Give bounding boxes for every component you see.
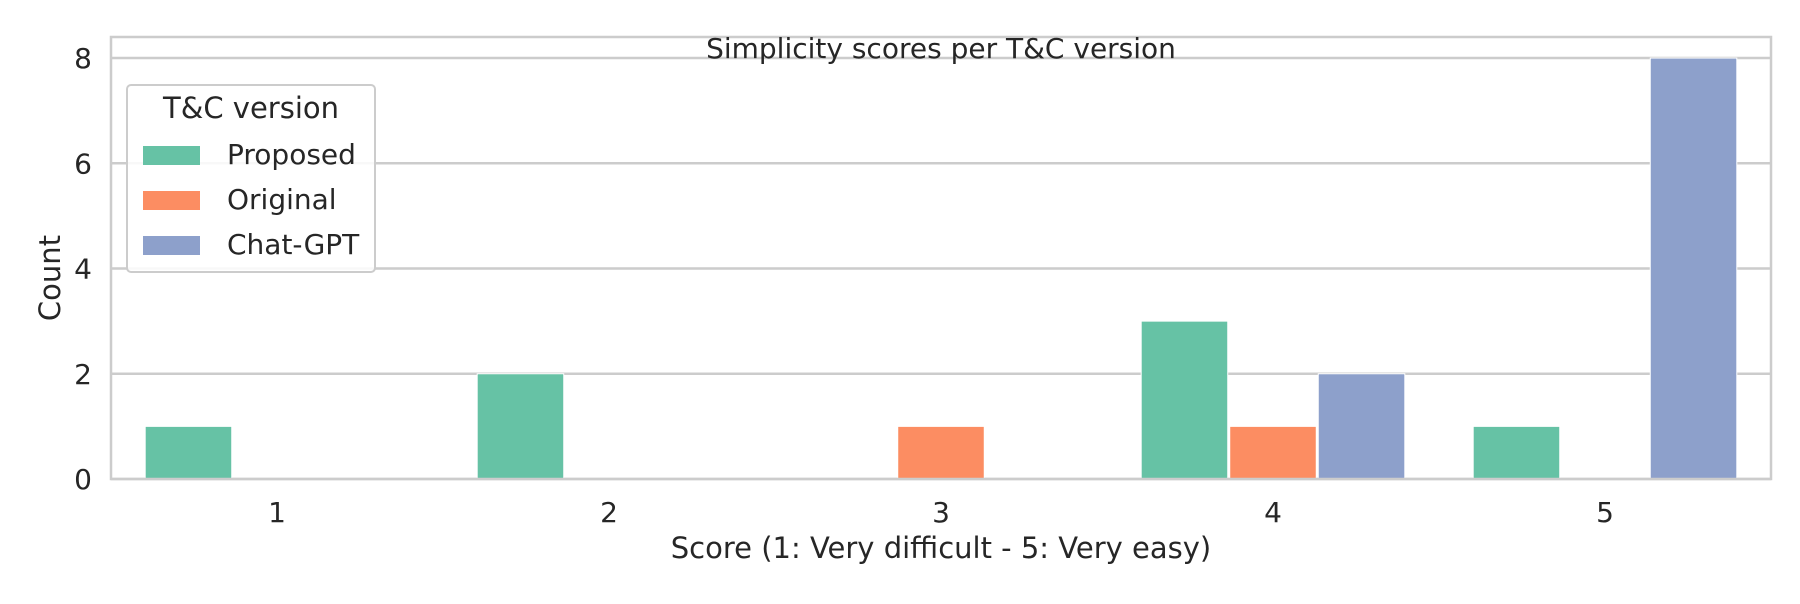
x-tick-label: 2 <box>600 496 618 529</box>
x-tick-label: 5 <box>1596 496 1614 529</box>
bar-proposed-score-1 <box>144 425 233 480</box>
bar-original-score-4 <box>1229 425 1317 480</box>
y-tick-labels: 0 2 4 6 8 <box>74 42 92 496</box>
bar-proposed-score-5 <box>1472 425 1561 480</box>
legend-items: Proposed Original Chat-GPT <box>143 138 360 261</box>
legend-label: Chat-GPT <box>227 228 360 261</box>
legend: T&C version Proposed Original Chat-GPT <box>126 84 376 273</box>
bar-chat-gpt-score-4 <box>1317 373 1406 480</box>
legend-box <box>126 84 376 273</box>
bars-layer <box>144 57 1738 480</box>
legend-label: Original <box>227 183 337 216</box>
legend-swatch <box>143 146 200 165</box>
y-tick-label: 6 <box>74 147 92 180</box>
y-tick-label: 4 <box>74 253 92 286</box>
x-tick-labels: 1 2 3 4 5 <box>268 496 1614 529</box>
x-tick-label: 3 <box>932 496 950 529</box>
legend-swatch <box>143 191 200 210</box>
bar-chat-gpt-score-5 <box>1649 57 1738 480</box>
y-tick-label: 2 <box>74 358 92 391</box>
y-tick-label: 8 <box>74 42 92 75</box>
y-axis-label: Count <box>33 235 67 321</box>
y-tick-label: 0 <box>74 463 92 496</box>
x-axis-label: Score (1: Very difficult - 5: Very easy) <box>671 531 1211 565</box>
plot-frame <box>109 35 1773 481</box>
x-tick-label: 4 <box>1264 496 1282 529</box>
chart-title: Simplicity scores per T&C version <box>706 32 1176 65</box>
bar-proposed-score-2 <box>476 373 565 480</box>
bar-original-score-3 <box>897 425 985 480</box>
legend-title: T&C version <box>162 91 339 125</box>
bar-proposed-score-4 <box>1140 320 1229 480</box>
x-tick-label: 1 <box>268 496 286 529</box>
legend-label: Proposed <box>227 138 356 171</box>
legend-swatch <box>143 236 200 255</box>
